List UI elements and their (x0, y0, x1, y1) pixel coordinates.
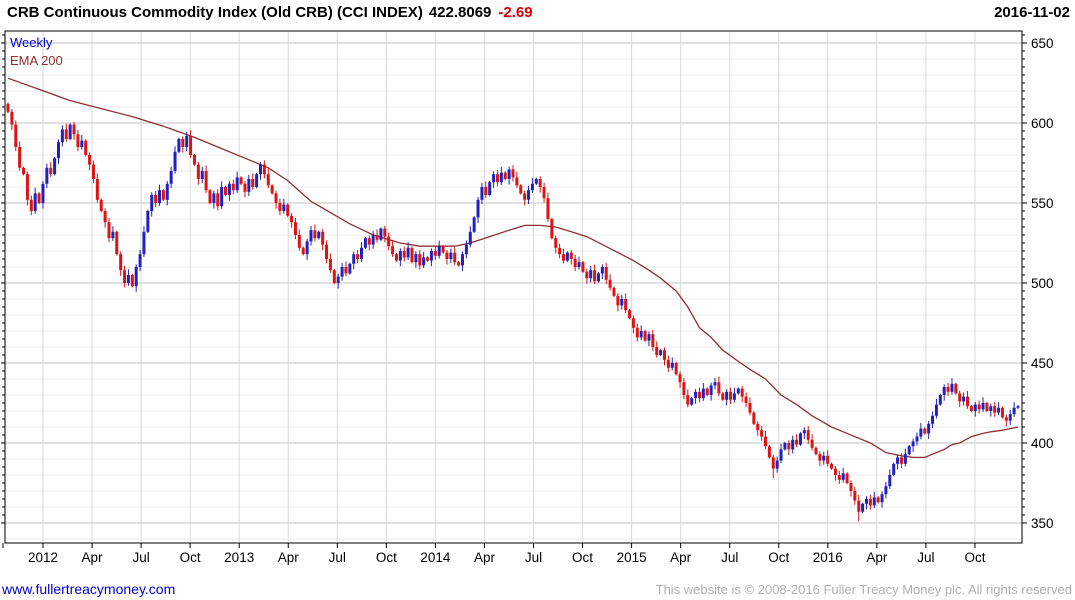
grid-lines (5, 32, 1022, 542)
svg-text:Apr: Apr (474, 550, 496, 565)
svg-text:Oct: Oct (376, 550, 397, 565)
ema-legend-label: EMA 200 (10, 53, 63, 68)
svg-text:Apr: Apr (670, 550, 692, 565)
change-value: -2.69 (498, 4, 533, 21)
timeframe-label: Weekly (10, 35, 53, 50)
svg-text:500: 500 (1031, 276, 1054, 291)
svg-text:Apr: Apr (278, 550, 300, 565)
y-axis: 650 600 550 500 450 400 350 (1, 34, 1054, 531)
svg-text:2015: 2015 (617, 550, 647, 565)
plot-frame (4, 30, 1023, 544)
ema-200-line (7, 77, 1019, 459)
svg-text:Apr: Apr (866, 550, 888, 565)
chart-title: CRB Continuous Commodity Index (Old CRB)… (7, 4, 423, 21)
site-link[interactable]: www.fullertreacymoney.com (2, 581, 176, 597)
x-axis: 2012 Apr Jul Oct 2013 Apr Jul Oct 2014 Apr Jul Oct 2… (2, 543, 986, 565)
svg-text:650: 650 (1031, 36, 1054, 51)
svg-text:350: 350 (1031, 516, 1054, 531)
svg-text:Jul: Jul (525, 550, 542, 565)
candlesticks (6, 102, 1020, 522)
svg-text:Jul: Jul (917, 550, 934, 565)
svg-text:Jul: Jul (132, 550, 149, 565)
svg-text:Oct: Oct (180, 550, 201, 565)
svg-text:2014: 2014 (420, 550, 451, 565)
svg-text:600: 600 (1031, 116, 1054, 131)
svg-text:Oct: Oct (768, 550, 789, 565)
svg-text:Apr: Apr (82, 550, 104, 565)
svg-text:2013: 2013 (224, 550, 254, 565)
chart-title-line: CRB Continuous Commodity Index (Old CRB)… (7, 4, 533, 21)
svg-text:Oct: Oct (572, 550, 593, 565)
svg-text:Jul: Jul (721, 550, 738, 565)
svg-text:2016: 2016 (813, 550, 843, 565)
svg-text:550: 550 (1031, 196, 1054, 211)
svg-text:Jul: Jul (329, 550, 346, 565)
last-value: 422.8069 (428, 4, 492, 21)
svg-text:400: 400 (1031, 436, 1054, 451)
copyright-text: This website is © 2008-2016 Fuller Treac… (655, 582, 1072, 597)
chart-date: 2016-11-02 (994, 4, 1070, 21)
svg-text:450: 450 (1031, 356, 1054, 371)
svg-text:Oct: Oct (964, 550, 985, 565)
svg-text:2012: 2012 (28, 550, 58, 565)
